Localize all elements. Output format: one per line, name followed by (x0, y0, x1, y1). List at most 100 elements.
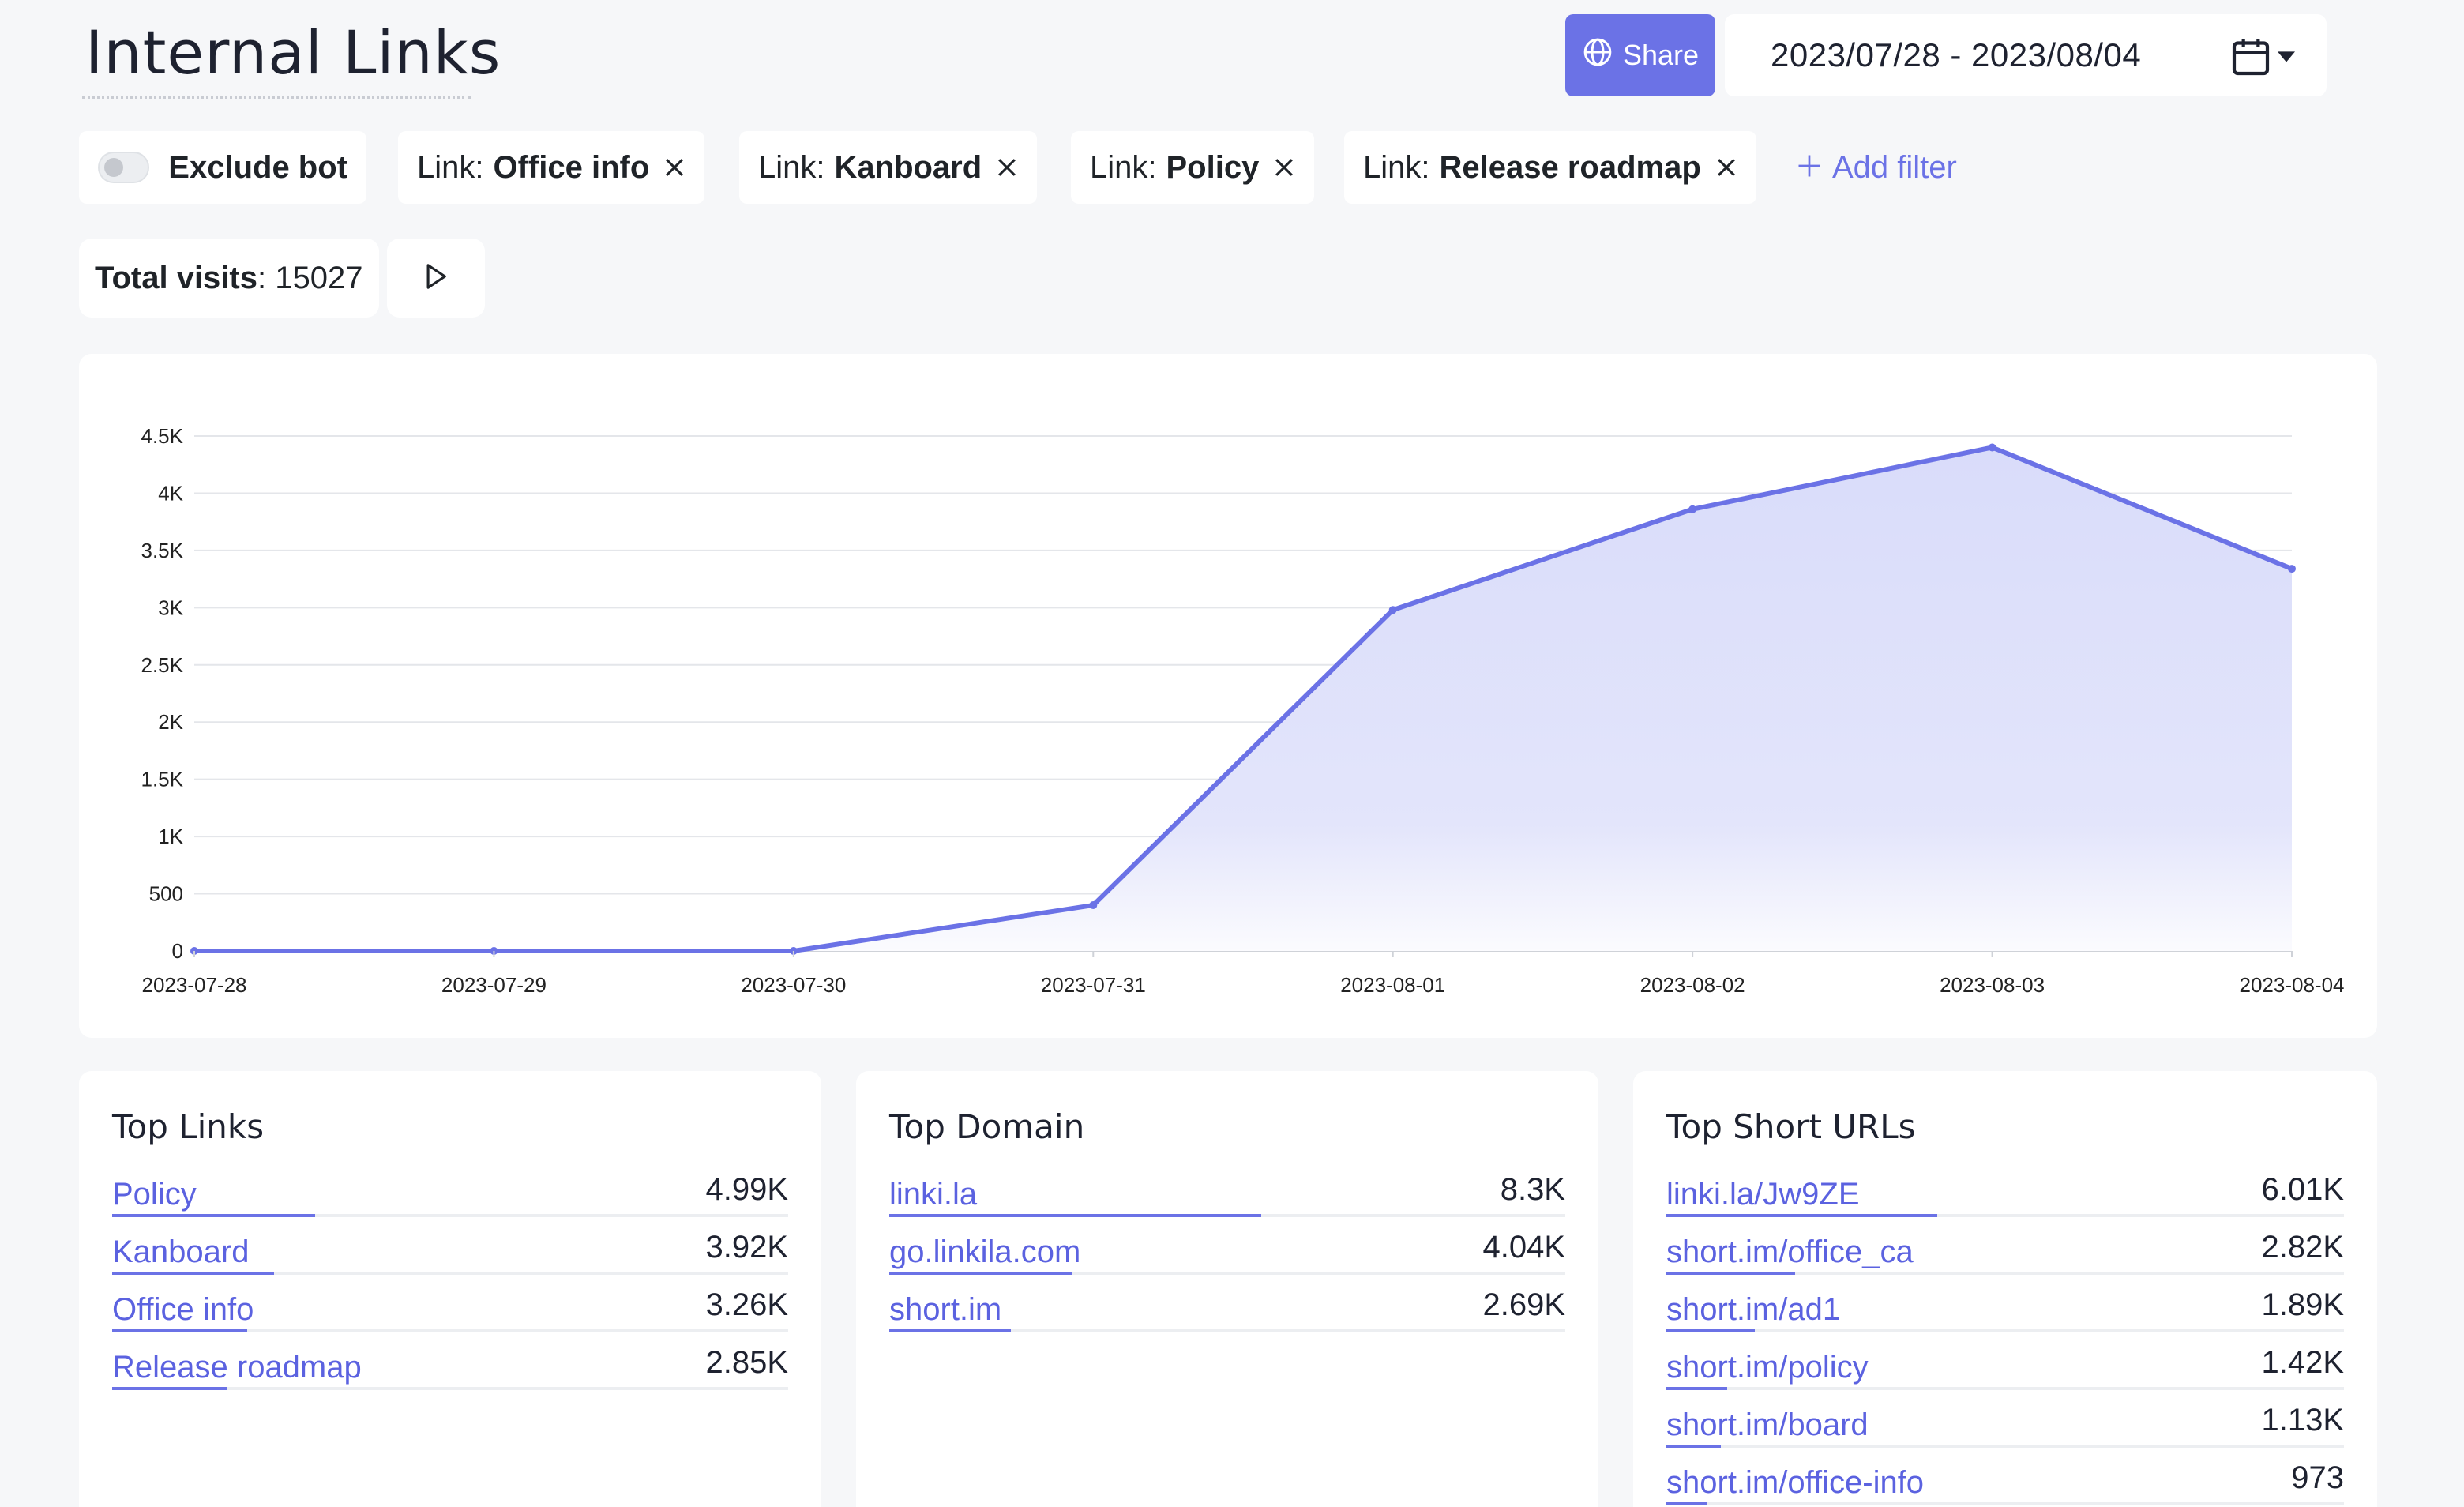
list-item-link[interactable]: linki.la/Jw9ZE (1666, 1177, 1860, 1212)
data-point[interactable] (1388, 606, 1397, 614)
total-visits-label: Total visits (95, 260, 257, 295)
top-domain-panel: Top Domain linki.la 8.3K go.linkila.com 4.0… (856, 1071, 1598, 1507)
list-item: short.im/office-info 973 (1666, 1448, 2344, 1505)
list-item: linki.la/Jw9ZE 6.01K (1666, 1159, 2344, 1217)
play-icon (424, 263, 448, 294)
share-bar (889, 1214, 1261, 1217)
filter-chip-prefix: Link: (758, 149, 825, 185)
list-item-value: 2.69K (1482, 1287, 1565, 1322)
caret-down-icon[interactable] (2278, 51, 2295, 66)
data-point[interactable] (1688, 505, 1697, 513)
list-item-value: 6.01K (2261, 1172, 2344, 1207)
close-icon[interactable] (996, 156, 1018, 179)
list-item-link[interactable]: short.im/board (1666, 1407, 1869, 1442)
add-filter-label: Add filter (1832, 149, 1957, 185)
y-tick-label: 1.5K (141, 768, 184, 791)
share-bar (1666, 1214, 1938, 1217)
x-tick-label: 2023-07-31 (1041, 973, 1146, 997)
list-item-link[interactable]: Office info (112, 1292, 254, 1327)
top-short-urls-panel: Top Short URLs linki.la/Jw9ZE 6.01K short.… (1633, 1071, 2377, 1507)
list-item: linki.la 8.3K (889, 1159, 1565, 1217)
x-tick-label: 2023-07-28 (142, 973, 247, 997)
list-item-value: 8.3K (1500, 1172, 1565, 1207)
total-visits-value: 15027 (275, 260, 363, 295)
filter-chip-office-info[interactable]: Link: Office info (398, 131, 705, 204)
add-filter-button[interactable]: Add filter (1797, 131, 1957, 204)
close-icon[interactable] (1273, 156, 1295, 179)
visits-area-chart: 0 500 1K 1.5K 2K 2.5K 3K 3.5K 4K 4.5K 2023-07-28 20… (141, 424, 2345, 997)
filter-chip-value: Release roadmap (1439, 149, 1701, 185)
visits-area (194, 447, 2292, 951)
share-bar (112, 1329, 248, 1332)
x-tick-label: 2023-08-01 (1340, 973, 1445, 997)
top-links-panel: Top Links Policy 4.99K Kanboard 3.92K Office… (79, 1071, 821, 1507)
top-short-urls-list: linki.la/Jw9ZE 6.01K short.im/office_ca 2.8… (1666, 1159, 2344, 1505)
filter-chip-release-roadmap[interactable]: Link: Release roadmap (1344, 131, 1756, 204)
list-item-link[interactable]: short.im/office_ca (1666, 1235, 1914, 1269)
y-tick-label: 1K (158, 825, 183, 848)
filter-chip-policy[interactable]: Link: Policy (1071, 131, 1315, 204)
filter-chip-prefix: Link: (1090, 149, 1157, 185)
y-tick-label: 2K (158, 710, 183, 734)
panel-title: Top Links (112, 1107, 265, 1146)
panel-title: Top Domain (889, 1107, 1085, 1146)
list-item: go.linkila.com 4.04K (889, 1217, 1565, 1275)
filter-chip-value: Policy (1166, 149, 1260, 185)
data-point[interactable] (1089, 901, 1098, 910)
total-visits: Total visits: 15027 (79, 239, 379, 318)
x-tick-label: 2023-08-03 (1940, 973, 2045, 997)
list-item-value: 1.42K (2261, 1345, 2344, 1380)
x-tick-label: 2023-08-04 (2240, 973, 2345, 997)
x-tick-label: 2023-07-29 (441, 973, 547, 997)
close-icon[interactable] (1715, 156, 1737, 179)
close-icon[interactable] (663, 156, 685, 179)
calendar-icon[interactable] (2229, 35, 2273, 83)
list-item-link[interactable]: short.im/office-info (1666, 1465, 1925, 1500)
x-tick-label: 2023-08-02 (1640, 973, 1745, 997)
list-item: short.im/board 1.13K (1666, 1390, 2344, 1448)
exclude-bot-toggle[interactable]: Exclude bot (79, 131, 366, 204)
list-item-link[interactable]: Policy (112, 1177, 197, 1212)
x-tick-label: 2023-07-30 (741, 973, 846, 997)
list-item: short.im/office_ca 2.82K (1666, 1217, 2344, 1275)
share-bar (112, 1272, 275, 1275)
list-item-value: 4.99K (705, 1172, 788, 1207)
y-tick-label: 2.5K (141, 653, 184, 677)
filter-chip-kanboard[interactable]: Link: Kanboard (739, 131, 1038, 204)
list-item: short.im/ad1 1.89K (1666, 1275, 2344, 1332)
y-tick-label: 4K (158, 481, 183, 505)
y-tick-label: 0 (172, 939, 183, 963)
list-item: Release roadmap 2.85K (112, 1332, 788, 1390)
data-point[interactable] (2288, 565, 2296, 573)
share-bar (1666, 1272, 1796, 1275)
data-point[interactable] (1988, 443, 1996, 452)
filter-chip-value: Office info (493, 149, 650, 185)
share-bar (889, 1329, 1012, 1332)
play-button[interactable] (387, 239, 485, 318)
list-item-link[interactable]: Kanboard (112, 1235, 250, 1269)
list-item: Kanboard 3.92K (112, 1217, 788, 1275)
list-item-value: 3.92K (705, 1230, 788, 1265)
list-item-link[interactable]: linki.la (889, 1177, 978, 1212)
list-item-value: 2.82K (2261, 1230, 2344, 1265)
share-bar (1666, 1329, 1755, 1332)
list-item-link[interactable]: short.im (889, 1292, 1002, 1327)
date-range-text: 2023/07/28 - 2023/08/04 (1771, 36, 2142, 73)
list-item-value: 1.13K (2261, 1403, 2344, 1437)
exclude-bot-label: Exclude bot (168, 149, 347, 185)
list-item-link[interactable]: go.linkila.com (889, 1235, 1081, 1269)
top-links-list: Policy 4.99K Kanboard 3.92K Office info 3.26K… (112, 1159, 788, 1390)
list-item-link[interactable]: short.im/policy (1666, 1350, 1869, 1385)
list-item-link[interactable]: short.im/ad1 (1666, 1292, 1841, 1327)
toggle-switch[interactable] (98, 152, 150, 183)
list-item: Office info 3.26K (112, 1275, 788, 1332)
list-item-value: 3.26K (705, 1287, 788, 1322)
list-item-value: 1.89K (2261, 1287, 2344, 1322)
date-range-picker[interactable]: 2023/07/28 - 2023/08/04 (1725, 14, 2327, 96)
filter-chip-value: Kanboard (834, 149, 982, 185)
share-button[interactable]: Share (1565, 14, 1715, 96)
list-item: Policy 4.99K (112, 1159, 788, 1217)
list-item-value: 2.85K (705, 1345, 788, 1380)
list-item-link[interactable]: Release roadmap (112, 1350, 362, 1385)
list-item: short.im 2.69K (889, 1275, 1565, 1332)
